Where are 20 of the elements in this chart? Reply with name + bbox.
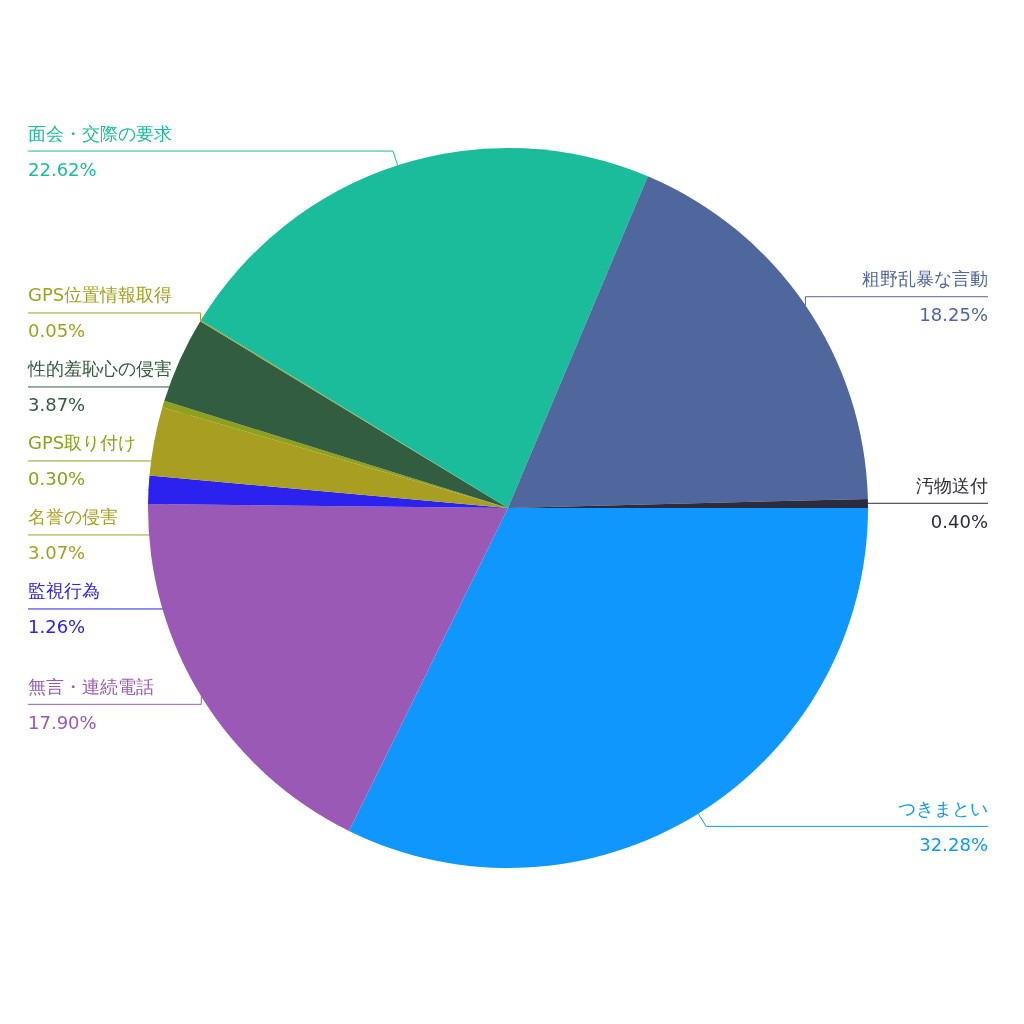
data-label: 32.28%	[919, 833, 988, 855]
slice-label: 粗野乱暴な言動	[862, 268, 988, 290]
data-label: 0.05%	[28, 320, 86, 342]
data-label: 3.87%	[28, 394, 86, 416]
data-label: 17.90%	[28, 711, 97, 733]
data-label: 1.26%	[28, 616, 86, 638]
slice-label: 面会・交際の要求	[28, 122, 172, 144]
data-label: 3.07%	[28, 542, 86, 564]
slice-label: 性的羞恥心の侵害	[27, 358, 172, 380]
data-label: 18.25%	[919, 304, 988, 326]
slice-label: 無言・連続電話	[28, 675, 154, 697]
slice-label: つきまとい	[898, 797, 988, 819]
slice-label: 名誉の侵害	[28, 506, 118, 528]
slice-label: 汚物送付	[916, 474, 988, 496]
slice-label: GPS位置情報取得	[28, 284, 173, 306]
slice-label: GPS取り付け	[28, 432, 137, 454]
slice-label: 監視行為	[28, 580, 100, 602]
data-label: 0.30%	[28, 468, 86, 490]
data-label: 22.62%	[28, 158, 97, 180]
data-label: 0.40%	[930, 510, 988, 532]
